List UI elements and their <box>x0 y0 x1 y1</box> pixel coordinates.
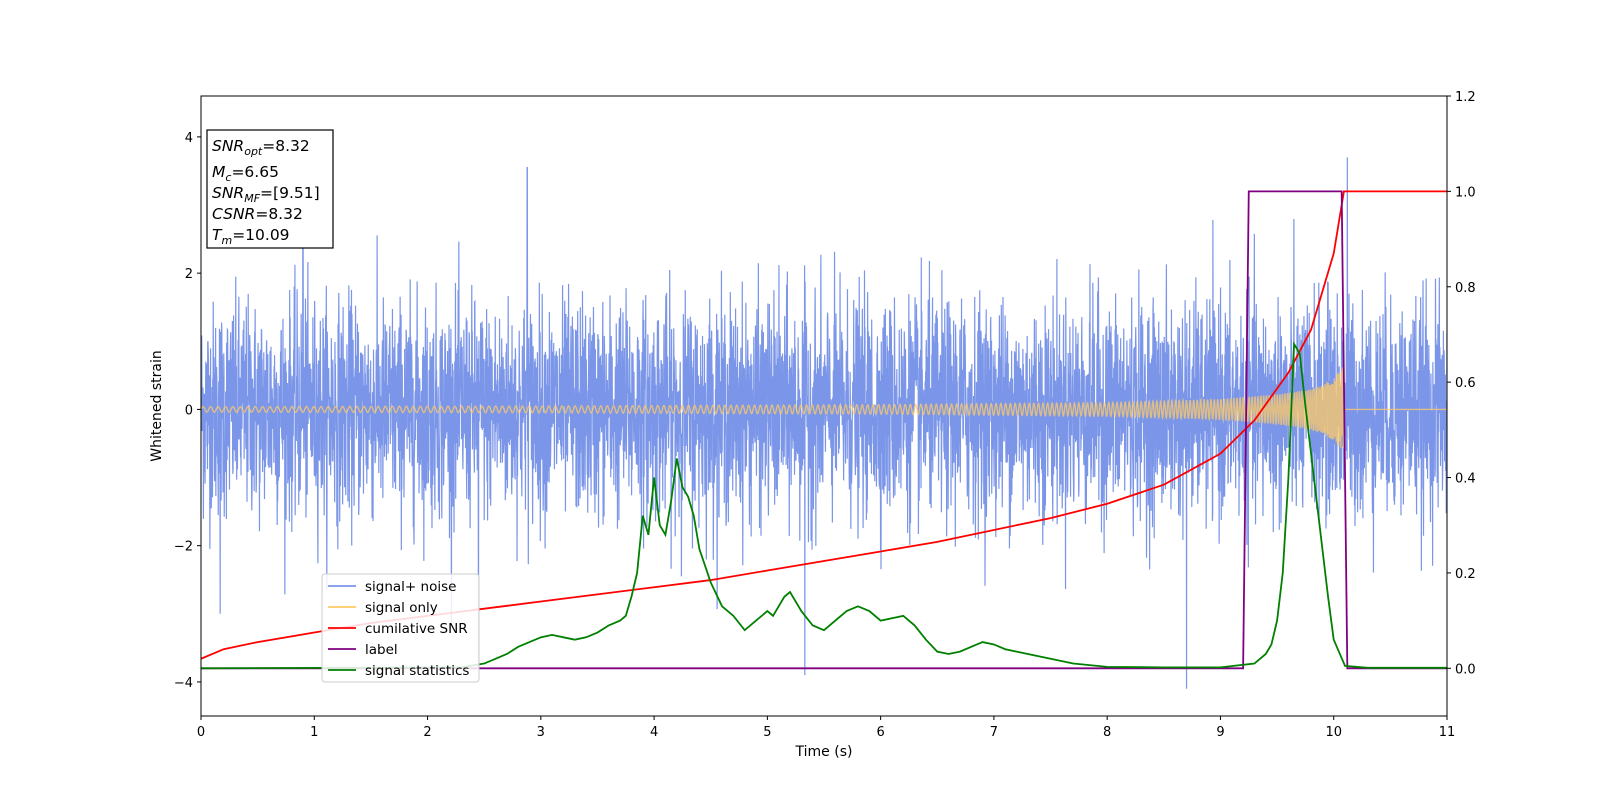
y-left-tick-label: 0 <box>185 403 193 418</box>
series-signal-statistics-line <box>201 340 1447 670</box>
x-axis-label: Time (s) <box>795 744 853 760</box>
legend-frame <box>321 573 480 683</box>
y-left-tick-label: 2 <box>185 267 193 282</box>
x-axis: 0 1 2 3 4 5 6 7 8 9 10 11 <box>197 716 1455 740</box>
legend-label: cumilative SNR <box>365 621 468 637</box>
y-left-tick-label: −2 <box>174 540 193 555</box>
y-right-tick-label: 0.6 <box>1455 376 1476 391</box>
y-left-tick-label: −4 <box>174 676 193 691</box>
y-right-tick-label: 1.2 <box>1455 90 1476 105</box>
series-signal-only-line <box>201 367 1447 449</box>
y-right-tick-label: 0.0 <box>1455 662 1476 677</box>
x-tick-label: 9 <box>1216 725 1224 740</box>
x-tick-label: 4 <box>650 725 658 740</box>
stats-box-frame <box>206 129 334 249</box>
stats-row: SNRopt=8.32 <box>212 137 310 158</box>
legend-label: signal statistics <box>365 663 469 679</box>
x-tick-label: 6 <box>876 725 884 740</box>
x-tick-label: 0 <box>197 725 205 740</box>
y-axis-right: 0.0 0.2 0.4 0.6 0.8 1.0 1.2 <box>1447 90 1476 677</box>
y-axis-label: Whitened strain <box>149 350 165 461</box>
x-tick-label: 5 <box>763 725 771 740</box>
x-tick-label: 8 <box>1103 725 1111 740</box>
stats-row: Mc=6.65 <box>212 163 279 184</box>
stats-row: CSNR=8.32 <box>212 205 303 223</box>
plot-frame <box>200 95 1448 717</box>
y-left-tick-label: 4 <box>185 131 193 146</box>
legend-label: label <box>365 642 398 658</box>
stats-row: Tm=10.09 <box>212 226 290 247</box>
legend: signal+ noise signal only cumilative SNR la… <box>321 573 480 683</box>
y-axis-left: −4 −2 0 2 4 <box>174 131 201 691</box>
stats-row: SNRMF=[9.51] <box>212 184 320 205</box>
x-tick-label: 3 <box>537 725 545 740</box>
y-right-tick-label: 0.2 <box>1455 567 1476 582</box>
x-tick-label: 1 <box>310 725 318 740</box>
y-right-tick-label: 1.0 <box>1455 185 1476 200</box>
legend-label: signal only <box>365 600 438 616</box>
legend-label: signal+ noise <box>365 579 456 595</box>
y-right-tick-label: 0.4 <box>1455 472 1476 487</box>
x-tick-label: 11 <box>1439 725 1456 740</box>
x-tick-label: 2 <box>423 725 431 740</box>
x-tick-label: 10 <box>1325 725 1342 740</box>
x-tick-label: 7 <box>990 725 998 740</box>
y-right-tick-label: 0.8 <box>1455 281 1476 296</box>
